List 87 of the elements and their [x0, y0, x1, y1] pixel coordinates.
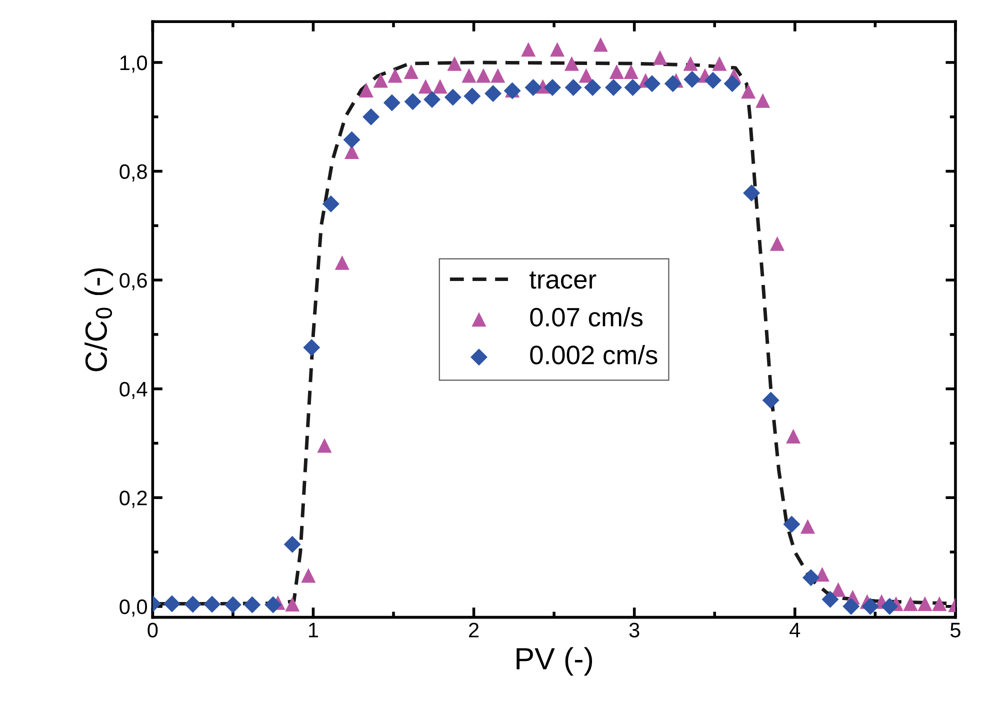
point [383, 94, 400, 112]
y-axis-title: C/C$_{0}$ (-) [84, 268, 114, 372]
legend-label: tracer [530, 271, 596, 289]
point [683, 56, 698, 71]
x-tick-label: 0 [148, 622, 158, 638]
point [593, 37, 608, 52]
point [373, 73, 388, 88]
point [362, 108, 380, 126]
point [624, 64, 638, 79]
point [881, 598, 898, 615]
y-tick-label: 0,2 [120, 490, 147, 508]
point [264, 596, 282, 614]
point [447, 56, 462, 71]
point [786, 428, 801, 444]
point [163, 595, 180, 612]
point [521, 42, 536, 57]
point [903, 596, 918, 611]
point [652, 50, 668, 65]
point [756, 93, 770, 108]
point [609, 64, 624, 79]
point [664, 75, 682, 92]
point [476, 68, 491, 83]
point [404, 93, 422, 110]
point [800, 519, 816, 534]
point [604, 78, 622, 96]
point [624, 78, 642, 96]
point [424, 90, 441, 108]
point [544, 78, 561, 96]
legend-label: 0.07 cm/s [530, 307, 643, 327]
point [862, 598, 879, 615]
point [643, 75, 661, 92]
point [432, 79, 448, 94]
x-tick-label: 4 [790, 622, 800, 638]
point [224, 596, 242, 614]
point [303, 338, 320, 356]
point [564, 56, 580, 71]
x-tick-label: 1 [309, 622, 318, 638]
point [358, 82, 374, 98]
point [317, 438, 332, 453]
point [578, 68, 594, 83]
point [244, 596, 261, 614]
point [584, 78, 602, 96]
point [712, 56, 727, 71]
y-tick-label: 1,0 [120, 55, 147, 73]
point [322, 195, 340, 212]
point [343, 131, 360, 148]
point [842, 598, 860, 615]
point [743, 184, 760, 202]
point [770, 236, 785, 251]
point [830, 582, 846, 597]
point [802, 569, 820, 586]
point [704, 72, 722, 89]
point [814, 567, 830, 582]
point [184, 596, 202, 613]
point [388, 68, 402, 83]
point [550, 42, 565, 57]
point [301, 568, 316, 583]
x-tick-label: 3 [629, 622, 640, 638]
point [484, 84, 502, 102]
x-tick-label: 2 [469, 622, 479, 638]
point [564, 78, 582, 96]
point [464, 88, 481, 105]
y-tick-label: 0,4 [120, 382, 148, 400]
point [285, 596, 300, 612]
point [783, 516, 800, 533]
legend-label: 0.002 cm/s [530, 344, 658, 364]
point [684, 70, 701, 88]
point [334, 255, 350, 270]
point [932, 596, 947, 611]
point [490, 68, 506, 83]
y-tick-label: 0,8 [120, 164, 147, 182]
point [284, 536, 301, 553]
point [724, 75, 741, 92]
point [444, 88, 462, 106]
point [404, 64, 418, 79]
y-tick-label: 0,6 [120, 273, 147, 290]
point [204, 596, 221, 613]
x-tick-label: 5 [950, 622, 960, 638]
point [418, 79, 433, 94]
y-tick-label: 0,0 [120, 599, 147, 617]
point [918, 596, 932, 611]
point [762, 392, 780, 409]
point [462, 68, 476, 83]
x-axis-title: PV (-) [516, 647, 592, 676]
point [524, 78, 542, 96]
point [822, 590, 839, 608]
point [741, 84, 756, 99]
